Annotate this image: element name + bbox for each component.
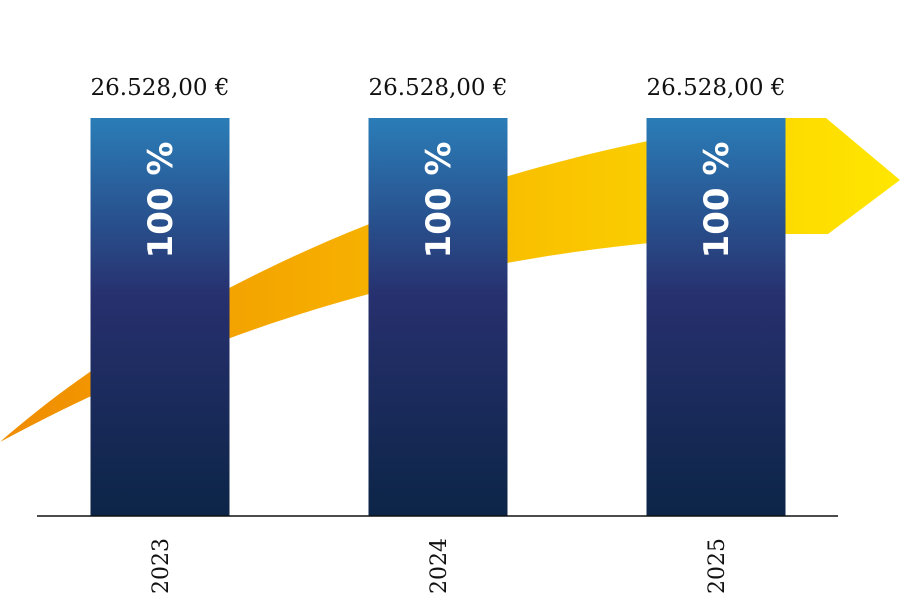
bar-2023: [90, 118, 230, 516]
bar-2024: [368, 118, 508, 516]
x-tick-label-2024: 2024: [427, 538, 452, 594]
x-tick-label-2025: 2025: [705, 538, 730, 594]
percent-label-2025: 100 %: [697, 142, 737, 259]
bar-2025: [646, 118, 786, 516]
percent-label-2024: 100 %: [419, 142, 459, 259]
value-label-2024: 26.528,00 €: [369, 75, 508, 101]
percent-label-2023: 100 %: [141, 142, 181, 259]
value-label-2025: 26.528,00 €: [647, 75, 786, 101]
x-tick-label-2023: 2023: [149, 538, 174, 594]
bars-layer: [90, 118, 786, 516]
labels-layer: 26.528,00 € 100 % 2023 26.528,00 € 100 % 2024…: [91, 75, 786, 594]
value-label-2023: 26.528,00 €: [91, 75, 230, 101]
